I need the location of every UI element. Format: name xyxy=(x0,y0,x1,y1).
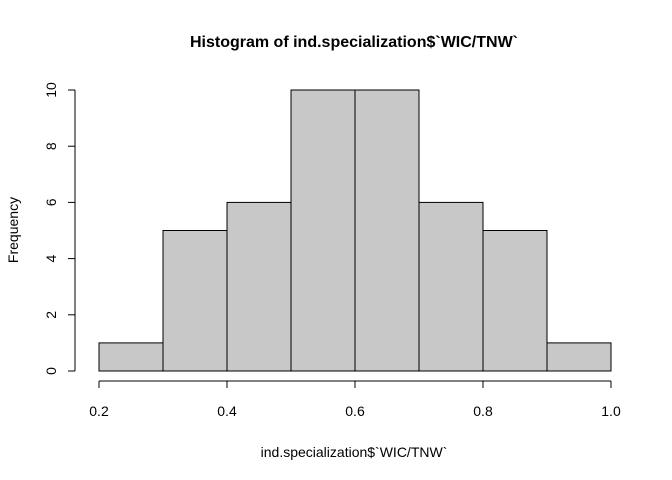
histogram-bar-1 xyxy=(162,230,228,372)
y-axis: 0 2 4 6 8 10 xyxy=(43,82,76,375)
y-tick-label-5: 10 xyxy=(43,82,59,98)
histogram-bar-4 xyxy=(354,89,420,372)
y-axis-label: Frequency xyxy=(5,197,21,263)
y-tick-label-2: 4 xyxy=(43,254,59,262)
x-tick-label-1: 0.4 xyxy=(217,403,237,419)
histogram-bar-2 xyxy=(226,201,292,372)
chart-title: Histogram of ind.specialization$`WIC/TNW… xyxy=(190,34,518,51)
histogram-bar-0 xyxy=(98,342,164,372)
x-tick-label-3: 0.8 xyxy=(473,403,493,419)
x-axis: 0.2 0.4 0.6 0.8 1.0 xyxy=(89,380,621,419)
x-tick-label-2: 0.6 xyxy=(345,403,365,419)
x-tick-label-4: 1.0 xyxy=(601,403,621,419)
y-tick-label-0: 0 xyxy=(43,367,59,375)
x-axis-label: ind.specialization$`WIC/TNW` xyxy=(261,444,448,460)
x-tick-label-0: 0.2 xyxy=(89,403,109,419)
histogram-bar-6 xyxy=(482,230,548,372)
histogram-bar-7 xyxy=(546,342,612,372)
histogram-bar-5 xyxy=(418,201,484,372)
y-tick-label-3: 6 xyxy=(43,198,59,206)
bars-group xyxy=(98,89,612,372)
histogram-bar-3 xyxy=(290,89,356,372)
y-tick-label-1: 2 xyxy=(43,311,59,319)
y-tick-label-4: 8 xyxy=(43,142,59,150)
